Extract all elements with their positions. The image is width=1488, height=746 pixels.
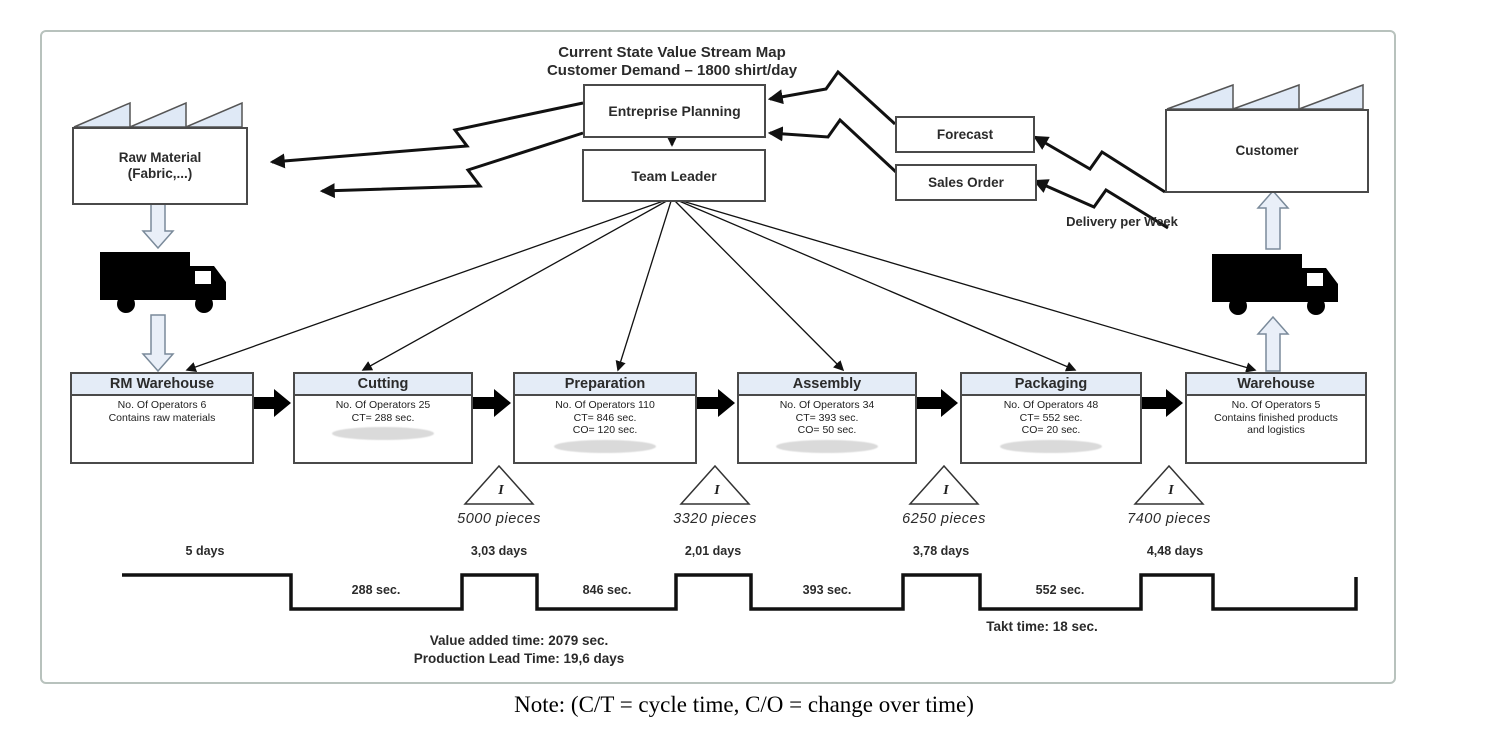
process-detail-line: Contains finished products (1214, 411, 1338, 424)
process-details: No. Of Operators 48 CT= 552 sec. CO= 20 … (962, 396, 1140, 453)
raw-material-factory-box: Raw Material (Fabric,...) (72, 127, 248, 205)
team-leader-box: Team Leader (582, 149, 766, 202)
inventory-qty-label: 3320 pieces (673, 511, 757, 527)
process-detail-line: No. Of Operators 48 (1003, 399, 1099, 411)
process-title: Assembly (739, 374, 915, 396)
enterprise-planning-label: Entreprise Planning (608, 103, 741, 119)
erased-text-smudge (1000, 439, 1102, 453)
timeline-days-label: 3,78 days (912, 544, 970, 558)
process-details: No. Of Operators 5 Contains finished pro… (1187, 396, 1365, 437)
process-detail-line: No. Of Operators 110 (555, 399, 655, 411)
process-detail-line: and logistics (1247, 424, 1305, 436)
process-box-rm-warehouse: RM Warehouse No. Of Operators 6 Contains… (70, 372, 254, 464)
process-box-assembly: Assembly No. Of Operators 34 CT= 393 sec… (737, 372, 917, 464)
process-detail-line: CO= 50 sec. (797, 424, 857, 436)
process-detail-line: CO= 120 sec. (572, 424, 638, 436)
value-added-time-label: Value added time: 2079 sec. (429, 633, 609, 648)
process-details: No. Of Operators 25 CT= 288 sec. (295, 396, 471, 440)
title-line2: Customer Demand – 1800 shirt/day (546, 62, 798, 79)
process-detail-line: No. Of Operators 6 (117, 399, 207, 411)
process-details: No. Of Operators 110 CT= 846 sec. CO= 12… (515, 396, 695, 453)
inventory-qty-label: 5000 pieces (457, 511, 541, 527)
process-details: No. Of Operators 6 Contains raw material… (72, 396, 252, 424)
title-line1: Current State Value Stream Map (558, 44, 786, 61)
timeline-days-label: 5 days (185, 544, 225, 558)
delivery-per-week-label: Delivery per Week (1066, 214, 1178, 229)
raw-material-label-line2: (Fabric,...) (127, 166, 193, 181)
forecast-box: Forecast (895, 116, 1035, 153)
process-detail-line: CT= 288 sec. (351, 411, 415, 424)
takt-time-label: Takt time: 18 sec. (986, 619, 1098, 634)
inventory-symbol: I (1168, 483, 1174, 498)
process-box-preparation: Preparation No. Of Operators 110 CT= 846… (513, 372, 697, 464)
timeline-days-label: 3,03 days (470, 544, 528, 558)
timeline-sec-label: 288 sec. (351, 583, 401, 597)
process-details: No. Of Operators 34 CT= 393 sec. CO= 50 … (739, 396, 915, 453)
production-lead-time-label: Production Lead Time: 19,6 days (413, 651, 625, 666)
timeline-days-label: 2,01 days (684, 544, 742, 558)
timeline-sec-label: 846 sec. (582, 583, 632, 597)
inventory-qty-label: 6250 pieces (902, 511, 986, 527)
inventory-symbol: I (714, 483, 720, 498)
process-detail-line: No. Of Operators 5 (1231, 399, 1321, 411)
process-title: Cutting (295, 374, 471, 396)
inventory-symbol: I (943, 483, 949, 498)
process-box-warehouse: Warehouse No. Of Operators 5 Contains fi… (1185, 372, 1367, 464)
timeline-days-label: 4,48 days (1146, 544, 1204, 558)
process-box-packaging: Packaging No. Of Operators 48 CT= 552 se… (960, 372, 1142, 464)
process-detail-line: CO= 20 sec. (1021, 424, 1081, 436)
customer-factory-box: Customer (1165, 109, 1369, 193)
inventory-symbol: I (498, 483, 504, 498)
team-leader-label: Team Leader (631, 167, 717, 184)
process-box-cutting: Cutting No. Of Operators 25 CT= 288 sec. (293, 372, 473, 464)
timeline-sec-label: 552 sec. (1035, 583, 1085, 597)
process-detail-line: No. Of Operators 34 (779, 399, 875, 411)
erased-text-smudge (554, 439, 656, 453)
sales-order-box: Sales Order (895, 164, 1037, 201)
raw-material-label-line1: Raw Material (118, 150, 202, 165)
inventory-qty-label: 7400 pieces (1127, 511, 1211, 527)
sales-order-label: Sales Order (928, 175, 1004, 190)
enterprise-planning-box: Entreprise Planning (583, 84, 766, 138)
forecast-label: Forecast (936, 127, 994, 142)
process-detail-line: No. Of Operators 25 (335, 399, 431, 411)
process-title: RM Warehouse (72, 374, 252, 396)
process-detail-line: Contains raw materials (108, 411, 216, 424)
timeline-sec-label: 393 sec. (802, 583, 852, 597)
process-title: Preparation (515, 374, 695, 396)
diagram-title: Current State Value Stream Map Customer … (472, 44, 872, 80)
process-detail-line: CT= 393 sec. (795, 411, 859, 424)
process-detail-line: CT= 846 sec. (573, 411, 637, 424)
customer-label: Customer (1235, 143, 1299, 158)
erased-text-smudge (332, 427, 434, 440)
abbreviation-note: Note: (C/T = cycle time, C/O = change ov… (514, 692, 974, 717)
process-title: Warehouse (1187, 374, 1365, 396)
process-detail-line: CT= 552 sec. (1019, 411, 1083, 424)
erased-text-smudge (776, 439, 878, 453)
process-title: Packaging (962, 374, 1140, 396)
